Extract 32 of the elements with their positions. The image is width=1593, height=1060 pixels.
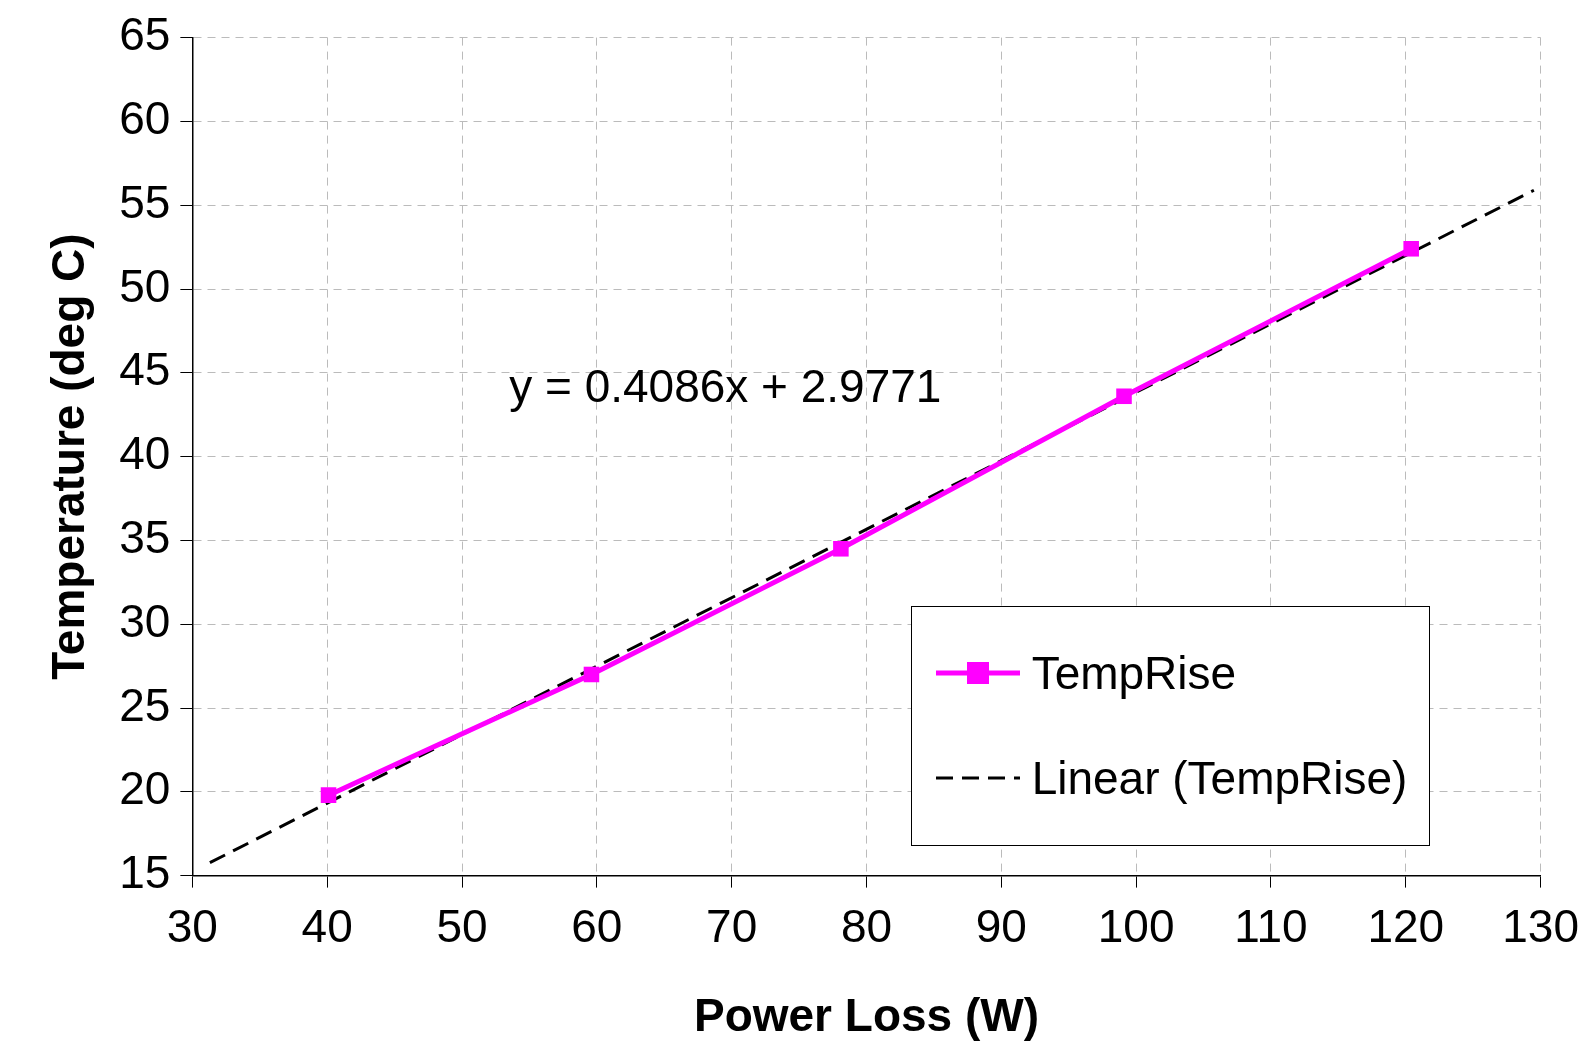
y-tick-label: 65	[119, 8, 171, 61]
x-tick-label: 80	[840, 899, 893, 952]
y-tick-label: 50	[119, 259, 171, 312]
y-tick-label: 20	[119, 762, 171, 815]
y-tick-label: 35	[119, 511, 171, 564]
y-tick-label: 15	[119, 846, 171, 899]
point	[1403, 241, 1419, 257]
x-tick-label: 50	[436, 899, 488, 952]
x-tick-label: 120	[1367, 899, 1445, 952]
x-tick-label: 100	[1097, 899, 1175, 952]
y-axis-title: Temperature (deg C)	[42, 233, 95, 680]
y-tick-label: 25	[119, 678, 171, 731]
x-tick-label: 70	[706, 899, 758, 952]
y-tick-label: 60	[119, 92, 171, 145]
y-tick-label: 55	[119, 175, 171, 228]
x-axis-title: Power Loss (W)	[693, 989, 1040, 1042]
annotation: y = 0.4086x + 2.9771	[509, 360, 942, 413]
x-tick-label: 30	[166, 899, 218, 952]
legend-label: Linear (TempRise)	[1031, 751, 1408, 806]
point	[320, 787, 337, 803]
y-tick-label: 40	[119, 427, 171, 480]
y-tick-label: 45	[119, 343, 171, 396]
x-tick-label: 40	[301, 899, 353, 952]
x-tick-label: 90	[975, 899, 1027, 952]
y-tick-label: 30	[119, 594, 171, 647]
point	[833, 541, 849, 557]
x-tick-label: 130	[1502, 899, 1579, 952]
point	[1116, 388, 1132, 405]
x-tick-label: 60	[571, 899, 623, 952]
point	[583, 666, 600, 683]
x-tick-label: 110	[1234, 899, 1308, 952]
legend-label: TempRise	[1031, 646, 1237, 701]
